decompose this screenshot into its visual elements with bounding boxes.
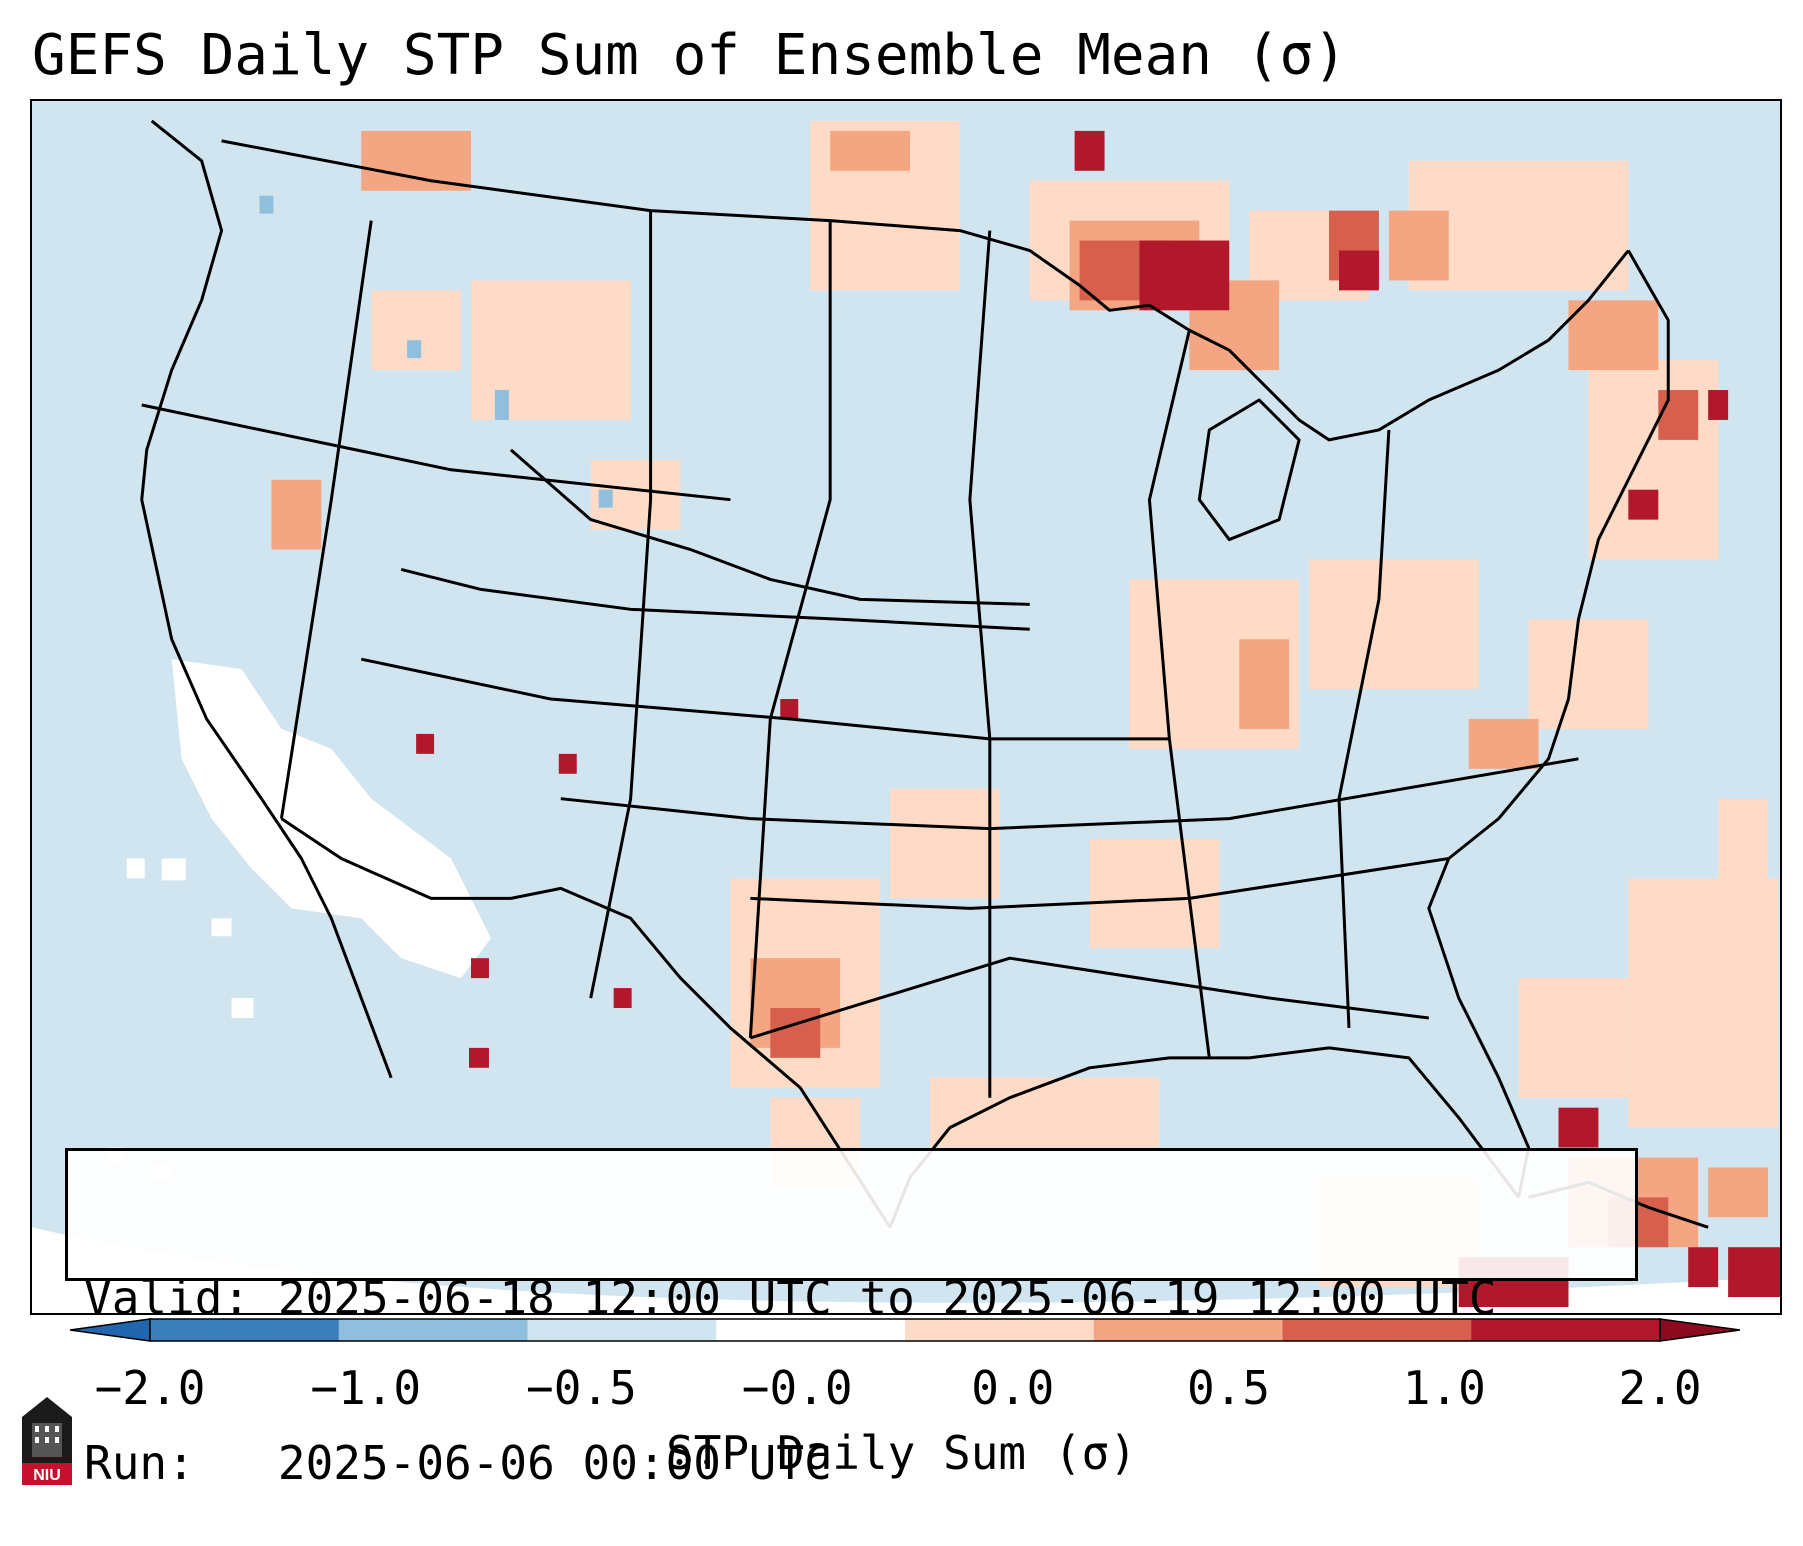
map-canvas bbox=[32, 101, 1780, 1313]
colorbar-segment bbox=[1282, 1319, 1472, 1341]
colorbar-segment bbox=[338, 1319, 528, 1341]
run-label: Run: bbox=[84, 1436, 195, 1490]
colorbar-segment bbox=[905, 1319, 1095, 1341]
valid-value: 2025-06-18 12:00 UTC to 2025-06-19 12:00… bbox=[277, 1271, 1497, 1325]
colorbar-segment bbox=[527, 1319, 717, 1341]
pacific-coast bbox=[140, 119, 393, 1079]
colorbar-segments bbox=[150, 1319, 1661, 1341]
meridian-4 bbox=[968, 230, 992, 1098]
colorbar-segment bbox=[1093, 1319, 1283, 1341]
projection-edge bbox=[32, 1227, 1780, 1313]
map-panel bbox=[30, 99, 1782, 1315]
valid-label: Valid: bbox=[84, 1271, 251, 1325]
info-box: Valid: 2025-06-18 12:00 UTC to 2025-06-1… bbox=[65, 1148, 1638, 1490]
colorbar-tick-label: −2.0 bbox=[94, 1361, 206, 1415]
boundaries bbox=[140, 119, 1709, 1229]
colorbar-tick-label: 1.0 bbox=[1402, 1361, 1486, 1415]
colorbar-segment bbox=[716, 1319, 906, 1341]
state-line-1 bbox=[141, 403, 731, 502]
figure-title: GEFS Daily STP Sum of Ensemble Mean (σ) bbox=[32, 23, 1347, 88]
meridian-3 bbox=[748, 220, 832, 1039]
gulf-coast bbox=[888, 1046, 1520, 1228]
colorbar-tick-label: 2.0 bbox=[1618, 1361, 1702, 1415]
valid-line: Valid: 2025-06-18 12:00 UTC to 2025-06-1… bbox=[84, 1271, 1635, 1326]
colorbar-tick-label: −0.5 bbox=[526, 1361, 637, 1415]
run-value: 2025-06-06 00:00 UTC bbox=[277, 1436, 832, 1490]
meridian-1 bbox=[279, 220, 373, 819]
meridian-2 bbox=[589, 210, 653, 999]
mexico-border bbox=[280, 817, 892, 1229]
colorbar-tick-label: −0.0 bbox=[741, 1361, 853, 1415]
colorbar-tick-label: −1.0 bbox=[310, 1361, 422, 1415]
logo-text: NIU bbox=[33, 1467, 61, 1484]
meridian-6 bbox=[1337, 429, 1391, 1029]
colorbar-extend-low bbox=[70, 1318, 151, 1342]
colorbar-extend-high bbox=[1659, 1318, 1740, 1342]
stp-cells-negative bbox=[259, 195, 613, 508]
colorbar-segment bbox=[1471, 1319, 1661, 1341]
niu-logo: NIU bbox=[22, 1397, 72, 1485]
great-lake bbox=[1197, 398, 1301, 542]
colorbar-tick-label: 0.5 bbox=[1187, 1361, 1271, 1415]
state-line-2 bbox=[509, 448, 1030, 606]
canada-border bbox=[221, 139, 1150, 312]
meridian-5 bbox=[1147, 329, 1211, 1059]
colorbar-frame bbox=[149, 1318, 1661, 1342]
colorbar-segment bbox=[150, 1319, 340, 1341]
run-line: Run: 2025-06-06 00:00 UTC bbox=[84, 1436, 1635, 1491]
colorbar bbox=[70, 1318, 1740, 1342]
atlantic-coast bbox=[1427, 249, 1670, 1198]
state-line-4 bbox=[360, 657, 1170, 741]
colorbar-tick-label: 0.0 bbox=[971, 1361, 1055, 1415]
colorbar-label: STP Daily Sum (σ) bbox=[666, 1426, 1137, 1480]
state-line-6 bbox=[750, 857, 1449, 910]
state-line-3 bbox=[400, 568, 1030, 631]
map-background bbox=[32, 101, 1780, 1313]
great-lakes-border bbox=[1148, 249, 1630, 442]
